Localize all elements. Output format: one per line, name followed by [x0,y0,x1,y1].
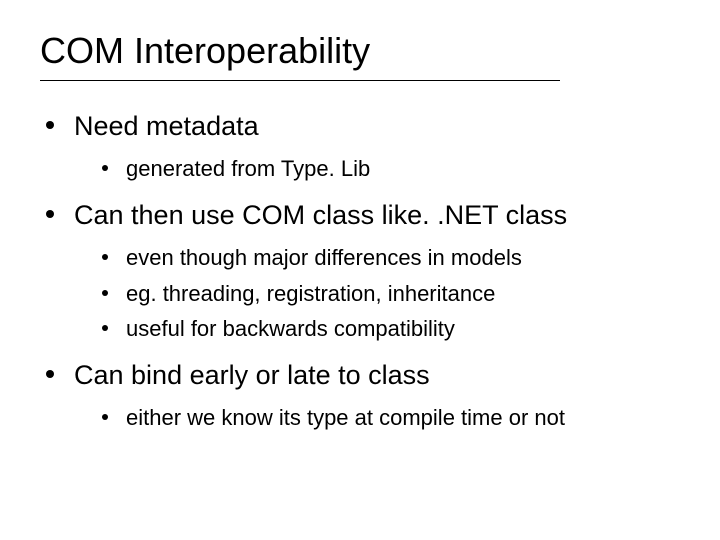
bullet-text: Can bind early or late to class [74,358,430,393]
bullet-icon [102,290,108,296]
title-underline [40,80,560,81]
bullet-group: Need metadata generated from Type. Lib [46,109,680,184]
bullet-icon [102,165,108,171]
bullet-level2: either we know its type at compile time … [102,403,680,433]
slide: COM Interoperability Need metadata gener… [0,0,720,540]
bullet-level2: generated from Type. Lib [102,154,680,184]
bullet-icon [46,370,54,378]
bullet-level1: Need metadata [46,109,680,144]
bullet-icon [102,414,108,420]
bullet-text: even though major differences in models [126,243,522,273]
bullet-level1: Can then use COM class like. .NET class [46,198,680,233]
bullet-group: Can bind early or late to class either w… [46,358,680,433]
bullet-level2: useful for backwards compatibility [102,314,680,344]
slide-title: COM Interoperability [40,30,680,76]
bullet-icon [102,325,108,331]
bullet-level1: Can bind early or late to class [46,358,680,393]
bullet-text: Need metadata [74,109,259,144]
bullet-level2: eg. threading, registration, inheritance [102,279,680,309]
bullet-icon [102,254,108,260]
slide-body: Need metadata generated from Type. Lib C… [40,109,680,433]
bullet-text: eg. threading, registration, inheritance [126,279,495,309]
bullet-icon [46,121,54,129]
bullet-text: Can then use COM class like. .NET class [74,198,567,233]
bullet-text: either we know its type at compile time … [126,403,565,433]
bullet-text: generated from Type. Lib [126,154,370,184]
bullet-icon [46,210,54,218]
bullet-text: useful for backwards compatibility [126,314,455,344]
bullet-level2: even though major differences in models [102,243,680,273]
bullet-group: Can then use COM class like. .NET class … [46,198,680,344]
